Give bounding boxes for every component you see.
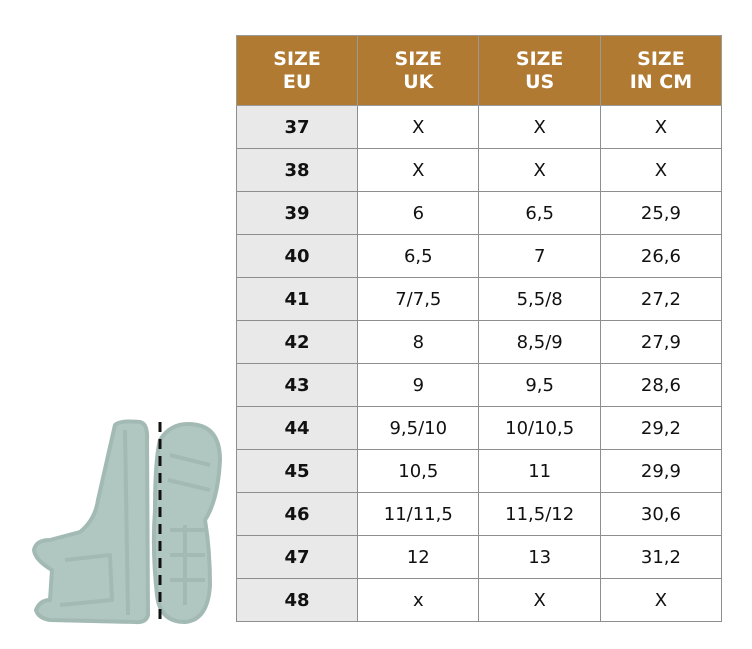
cell-size-eu: 38 bbox=[235, 148, 359, 192]
header-line: IN CM bbox=[629, 70, 693, 93]
header-size-uk: SIZE UK bbox=[357, 35, 480, 106]
cell-size-us: X bbox=[478, 105, 601, 149]
table-row: 38 X X X bbox=[235, 148, 723, 192]
cell-size-uk: 6,5 bbox=[357, 234, 480, 278]
cell-size-uk: 12 bbox=[357, 535, 480, 579]
cell-size-us: 6,5 bbox=[478, 191, 601, 235]
table-row: 48 x X X bbox=[235, 578, 723, 622]
cell-size-cm: 26,6 bbox=[599, 234, 723, 278]
cell-size-uk: 8 bbox=[357, 320, 480, 364]
cell-size-uk: 9,5/10 bbox=[357, 406, 480, 450]
table-row: 37 X X X bbox=[235, 105, 723, 149]
cell-size-eu: 44 bbox=[235, 406, 359, 450]
cell-size-cm: X bbox=[599, 148, 723, 192]
header-line: UK bbox=[403, 70, 434, 93]
cell-size-cm: 25,9 bbox=[599, 191, 723, 235]
boot-side-icon bbox=[32, 419, 150, 625]
cell-size-uk: 7/7,5 bbox=[357, 277, 480, 321]
cell-size-uk: x bbox=[357, 578, 480, 622]
header-size-eu: SIZE EU bbox=[235, 35, 359, 106]
table-row: 46 11/11,5 11,5/12 30,6 bbox=[235, 492, 723, 536]
cell-size-cm: 28,6 bbox=[599, 363, 723, 407]
cell-size-cm: 27,2 bbox=[599, 277, 723, 321]
size-chart-table: SIZE EU SIZE UK SIZE US SIZE IN CM 37 X X X 38 X X… bbox=[235, 35, 723, 622]
cell-size-eu: 43 bbox=[235, 363, 359, 407]
table-row: 44 9,5/10 10/10,5 29,2 bbox=[235, 406, 723, 450]
cell-size-cm: X bbox=[599, 105, 723, 149]
cell-size-us: X bbox=[478, 578, 601, 622]
table-row: 47 12 13 31,2 bbox=[235, 535, 723, 579]
cell-size-eu: 46 bbox=[235, 492, 359, 536]
cell-size-us: 13 bbox=[478, 535, 601, 579]
cell-size-uk: 11/11,5 bbox=[357, 492, 480, 536]
table-row: 39 6 6,5 25,9 bbox=[235, 191, 723, 235]
table-row: 42 8 8,5/9 27,9 bbox=[235, 320, 723, 364]
cell-size-us: 10/10,5 bbox=[478, 406, 601, 450]
cell-size-us: 7 bbox=[478, 234, 601, 278]
table-row: 41 7/7,5 5,5/8 27,2 bbox=[235, 277, 723, 321]
header-line: SIZE bbox=[637, 47, 685, 70]
header-size-cm: SIZE IN CM bbox=[599, 35, 723, 106]
header-line: EU bbox=[282, 70, 312, 93]
cell-size-uk: 9 bbox=[357, 363, 480, 407]
cell-size-uk: X bbox=[357, 148, 480, 192]
header-line: SIZE bbox=[273, 47, 321, 70]
header-line: SIZE bbox=[515, 47, 564, 70]
table-row: 45 10,5 11 29,9 bbox=[235, 449, 723, 493]
cell-size-us: 9,5 bbox=[478, 363, 601, 407]
header-row: SIZE EU SIZE UK SIZE US SIZE IN CM bbox=[235, 35, 723, 106]
cell-size-cm: 30,6 bbox=[599, 492, 723, 536]
cell-size-eu: 39 bbox=[235, 191, 359, 235]
cell-size-us: 11,5/12 bbox=[478, 492, 601, 536]
cell-size-uk: X bbox=[357, 105, 480, 149]
cell-size-eu: 45 bbox=[235, 449, 359, 493]
cell-size-cm: 29,9 bbox=[599, 449, 723, 493]
cell-size-us: 11 bbox=[478, 449, 601, 493]
cell-size-us: 5,5/8 bbox=[478, 277, 601, 321]
cell-size-eu: 42 bbox=[235, 320, 359, 364]
cell-size-eu: 40 bbox=[235, 234, 359, 278]
cell-size-cm: 29,2 bbox=[599, 406, 723, 450]
cell-size-cm: 27,9 bbox=[599, 320, 723, 364]
cell-size-eu: 48 bbox=[235, 578, 359, 622]
table-row: 40 6,5 7 26,6 bbox=[235, 234, 723, 278]
boot-sole-icon bbox=[151, 421, 223, 625]
cell-size-uk: 10,5 bbox=[357, 449, 480, 493]
cell-size-eu: 41 bbox=[235, 277, 359, 321]
header-line: US bbox=[525, 70, 555, 93]
table-row: 43 9 9,5 28,6 bbox=[235, 363, 723, 407]
header-line: SIZE bbox=[394, 47, 443, 70]
cell-size-us: X bbox=[478, 148, 601, 192]
header-size-us: SIZE US bbox=[478, 35, 601, 106]
cell-size-uk: 6 bbox=[357, 191, 480, 235]
cell-size-eu: 47 bbox=[235, 535, 359, 579]
cell-size-eu: 37 bbox=[235, 105, 359, 149]
cell-size-cm: 31,2 bbox=[599, 535, 723, 579]
cell-size-cm: X bbox=[599, 578, 723, 622]
cell-size-us: 8,5/9 bbox=[478, 320, 601, 364]
shoe-illustration bbox=[32, 419, 223, 626]
